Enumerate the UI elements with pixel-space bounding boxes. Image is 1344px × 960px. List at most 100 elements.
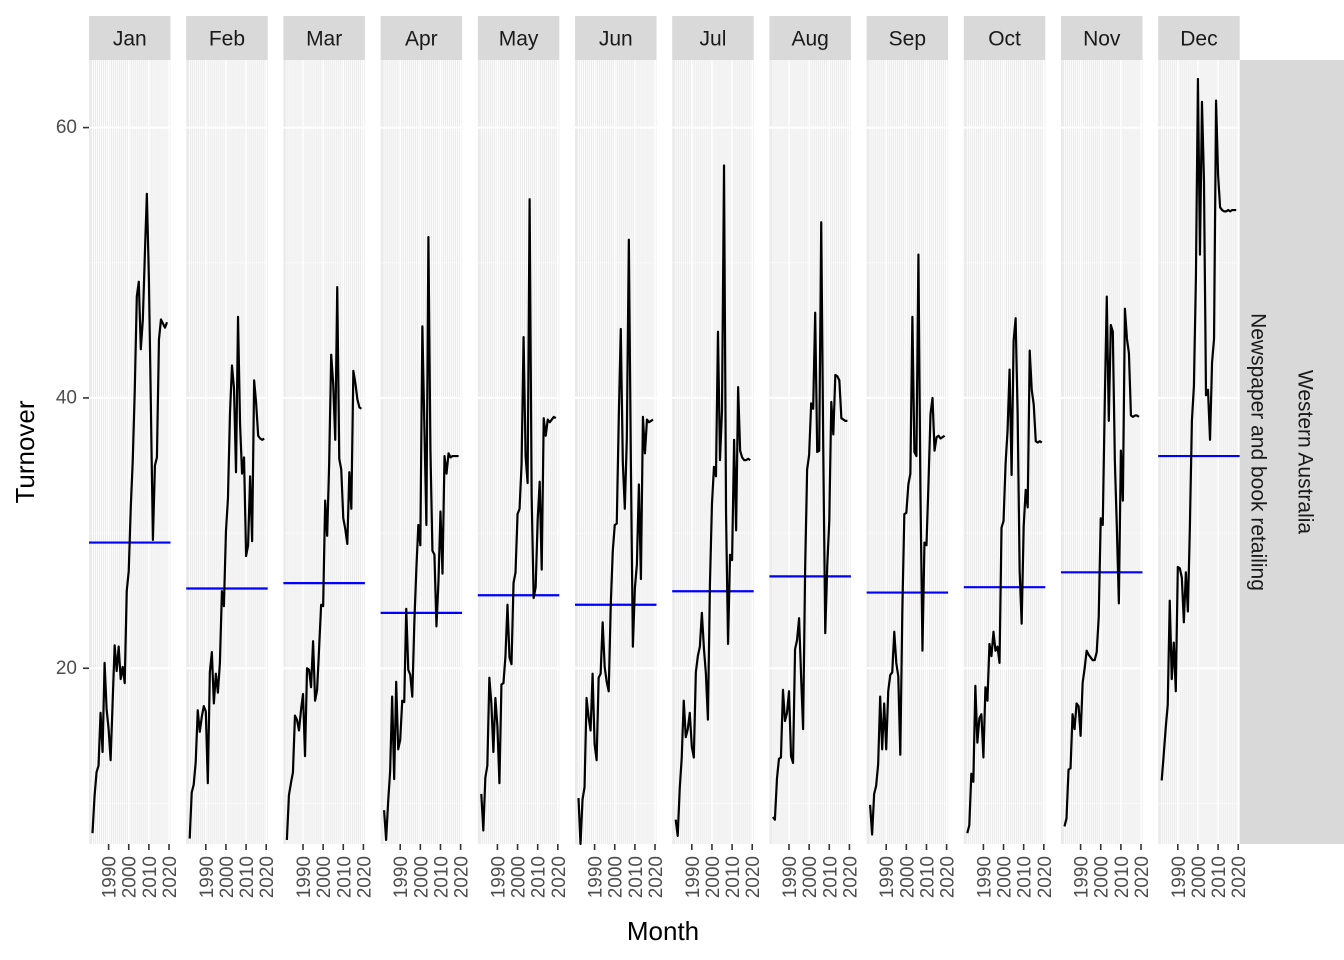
x-tick-label: 2020	[549, 856, 570, 898]
x-tick-label: 2010	[1112, 856, 1133, 898]
x-tick-label: 1990	[391, 856, 412, 898]
x-tick-label: 1990	[1169, 856, 1190, 898]
strip-label: Jun	[599, 28, 633, 51]
x-tick-label: 1990	[100, 856, 121, 898]
y-axis: 20 40 60	[56, 117, 89, 679]
x-tick-label: 2000	[1189, 856, 1210, 898]
y-axis-title: Turnover	[10, 400, 40, 503]
x-tick-label: 2000	[1092, 856, 1113, 898]
strip-background	[866, 16, 949, 60]
x-tick-label: 2020	[840, 856, 861, 898]
x-tick-label: 2000	[703, 856, 724, 898]
panel-nov: Nov 1990 2000 2010 2020	[1061, 16, 1153, 898]
x-tick-label: 2000	[995, 856, 1016, 898]
x-tick-label: 2000	[800, 856, 821, 898]
x-tick-label: 2020	[257, 856, 278, 898]
series-line	[674, 164, 751, 837]
strip-label: Jul	[700, 28, 727, 51]
x-tick-label: 2000	[120, 856, 141, 898]
x-tick-label: 2020	[1229, 856, 1250, 898]
x-tick-label: 2000	[314, 856, 335, 898]
strip-background	[283, 16, 365, 60]
x-tick-label: 1990	[683, 856, 704, 898]
x-tick-label: 2020	[452, 856, 473, 898]
panel-apr: Apr 1990 2000 2010 2020	[380, 16, 473, 898]
x-tick-label: 2010	[237, 856, 258, 898]
x-tick-label: 2010	[1015, 856, 1036, 898]
x-tick-label: 2020	[1035, 856, 1056, 898]
panel-sep: Sep 1990 2000 2010 2020	[866, 16, 959, 898]
series-line	[480, 198, 557, 832]
x-tick-label: 1990	[1072, 856, 1093, 898]
x-tick-label: 2020	[646, 856, 667, 898]
row-strip: Western Australia Newspaper and book ret…	[1240, 60, 1344, 844]
x-tick-label: 2020	[160, 856, 181, 898]
series-line	[383, 235, 459, 842]
panel-oct: Oct 1990 2000 2010 2020	[963, 16, 1056, 898]
strip-background	[672, 16, 754, 60]
panel-jan: Jan 1990 2000 2010 2020	[89, 16, 181, 898]
x-tick-label: 2010	[140, 856, 161, 898]
x-tick-label: 2010	[626, 856, 647, 898]
strip-background	[89, 16, 171, 60]
x-tick-label: 2000	[411, 856, 432, 898]
x-tick-label: 1990	[877, 856, 898, 898]
panel-jul: Jul 1990 2000 2010 2020	[672, 16, 764, 898]
x-tick-label: 2000	[217, 856, 238, 898]
y-tick-label: 60	[56, 117, 77, 138]
x-tick-label: 2010	[1209, 856, 1230, 898]
x-tick-label: 2020	[1132, 856, 1153, 898]
x-tick-label: 1990	[488, 856, 509, 898]
strip-background	[1158, 16, 1240, 60]
x-tick-label: 2020	[938, 856, 959, 898]
x-tick-label: 2000	[606, 856, 627, 898]
strip-label: Apr	[405, 28, 438, 51]
x-tick-label: 2020	[354, 856, 375, 898]
strip-label: May	[499, 28, 539, 51]
row-strip-label-region: Western Australia	[1293, 370, 1316, 535]
x-tick-label: 2010	[723, 856, 744, 898]
strip-label: Oct	[988, 28, 1021, 51]
series-line	[285, 285, 363, 840]
x-tick-label: 1990	[974, 856, 995, 898]
panel-may: May 1990 2000 2010 2020	[477, 16, 570, 898]
series-line	[577, 238, 654, 846]
x-tick-label: 2010	[529, 856, 550, 898]
strip-label: Jan	[113, 28, 147, 51]
x-tick-label: 1990	[294, 856, 315, 898]
series-line	[869, 253, 946, 836]
x-tick-label: 1990	[586, 856, 607, 898]
row-strip-background	[1240, 60, 1344, 844]
strip-label: Aug	[791, 28, 828, 51]
strip-label: Mar	[306, 28, 342, 51]
strip-label: Dec	[1180, 28, 1217, 51]
panel-feb: Feb 1990 2000 2010 2020	[186, 16, 278, 898]
panel-jun: Jun 1990 2000 2010 2020	[575, 16, 667, 898]
series-line	[966, 317, 1043, 834]
x-tick-label: 2010	[431, 856, 452, 898]
row-strip-label-industry: Newspaper and book retailing	[1246, 313, 1269, 591]
series-line	[772, 221, 848, 821]
x-tick-label: 2010	[820, 856, 841, 898]
x-tick-label: 2010	[917, 856, 938, 898]
y-tick-label: 20	[56, 658, 77, 679]
x-tick-label: 2000	[897, 856, 918, 898]
series-line	[91, 192, 169, 834]
panel-background	[477, 60, 560, 844]
x-tick-label: 1990	[780, 856, 801, 898]
strip-background	[186, 16, 268, 60]
strip-background	[575, 16, 657, 60]
x-tick-label: 1990	[197, 856, 218, 898]
strip-background	[380, 16, 463, 60]
series-line	[188, 315, 265, 839]
panel-dec: Dec 1990 2000 2010 2020	[1158, 16, 1250, 898]
panel-mar: Mar 1990 2000 2010 2020	[283, 16, 375, 898]
series-line	[1063, 295, 1140, 827]
y-tick-label: 40	[56, 387, 77, 408]
strip-label: Nov	[1083, 28, 1121, 51]
strip-background	[1061, 16, 1143, 60]
strip-background	[963, 16, 1046, 60]
strip-label: Feb	[209, 28, 245, 51]
